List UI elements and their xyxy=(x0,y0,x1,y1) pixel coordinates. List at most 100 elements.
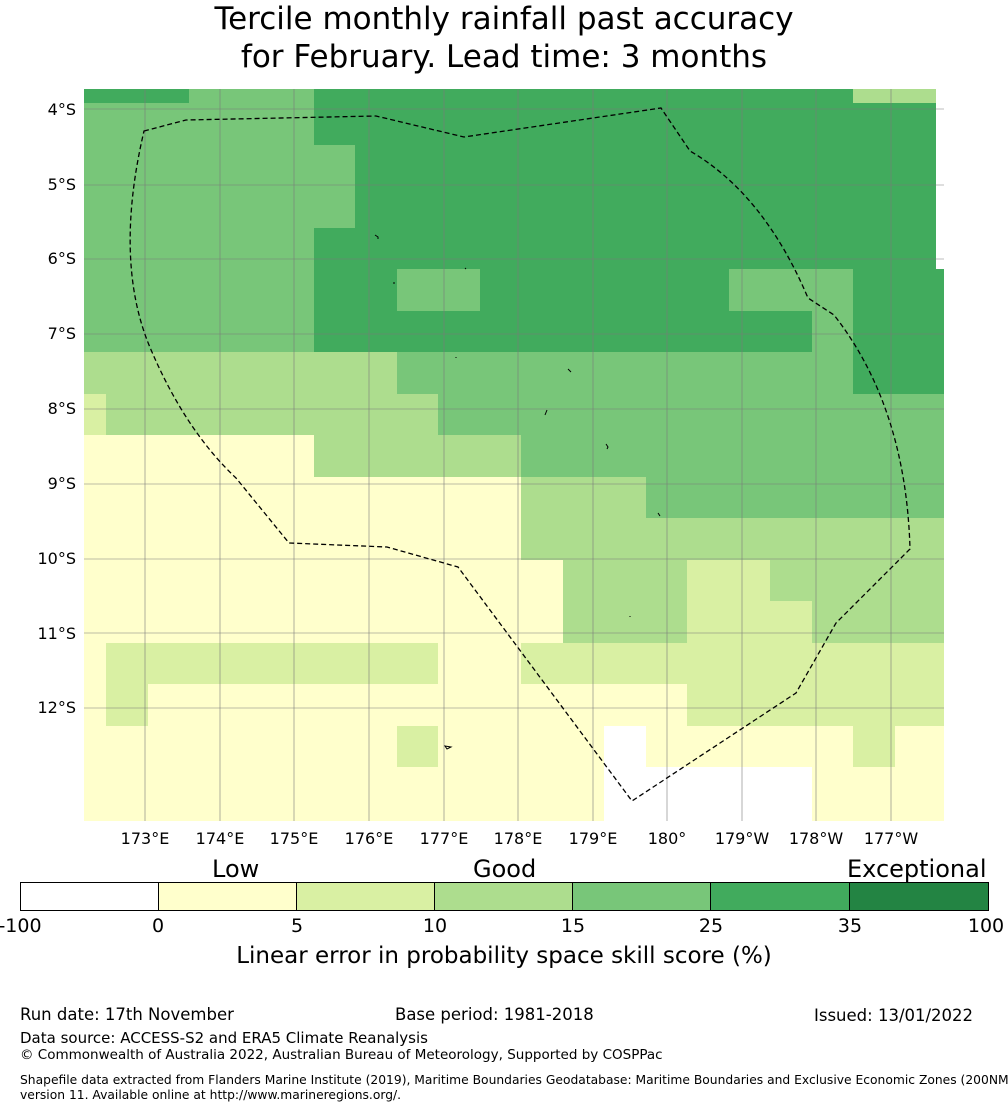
grid-cell xyxy=(521,477,563,518)
grid-cell xyxy=(189,311,231,352)
grid-cell xyxy=(397,311,438,352)
grid-cell xyxy=(438,560,480,601)
grid-cell xyxy=(812,89,853,103)
grid-cell xyxy=(148,89,189,103)
grid-cell xyxy=(687,394,729,435)
lat-label: 9°S xyxy=(47,474,76,493)
grid-cell xyxy=(397,352,438,394)
grid-cell xyxy=(106,394,148,435)
grid-cell xyxy=(397,684,438,726)
grid-cell xyxy=(148,809,189,821)
grid-cell xyxy=(812,394,853,435)
grid-cell xyxy=(397,435,438,477)
grid-cell xyxy=(729,145,770,186)
grid-cell xyxy=(438,643,480,684)
grid-cell xyxy=(397,477,438,518)
grid-cell xyxy=(521,767,563,809)
grid-cell xyxy=(729,767,770,809)
grid-cell xyxy=(895,684,936,726)
grid-cell xyxy=(895,560,936,601)
grid-cell xyxy=(895,89,936,103)
grid-cell xyxy=(231,726,272,767)
grid-cell xyxy=(812,477,853,518)
grid-cell xyxy=(355,767,397,809)
grid-cell xyxy=(438,89,480,103)
grid-cell xyxy=(148,145,189,186)
grid-cell xyxy=(770,352,812,394)
grid-cell xyxy=(687,435,729,477)
grid-cell xyxy=(480,311,521,352)
grid-cell xyxy=(272,89,314,103)
grid-cell xyxy=(148,186,189,228)
grid-cell xyxy=(687,684,729,726)
grid-cell xyxy=(812,352,853,394)
grid-cell xyxy=(729,89,770,103)
grid-cell xyxy=(438,311,480,352)
grid-cell xyxy=(438,601,480,643)
lon-label: 174°E xyxy=(195,829,245,848)
lon-label: 180° xyxy=(647,829,687,848)
grid-cell xyxy=(189,352,231,394)
colorbar-segment xyxy=(434,882,573,911)
grid-cell xyxy=(936,684,944,726)
shapefile-credit-line-1: Shapefile data extracted from Flanders M… xyxy=(20,1073,1008,1087)
lat-label: 10°S xyxy=(37,549,76,568)
grid-cell xyxy=(563,228,604,269)
grid-cell xyxy=(687,518,729,560)
grid-cell xyxy=(770,186,812,228)
grid-cell xyxy=(853,186,895,228)
grid-cell xyxy=(521,560,563,601)
grid-cell xyxy=(314,394,355,435)
grid-cell xyxy=(521,394,563,435)
grid-cell xyxy=(231,684,272,726)
grid-cell xyxy=(438,186,480,228)
grid-cell xyxy=(895,145,936,186)
grid-cell xyxy=(646,352,687,394)
lat-label: 7°S xyxy=(47,324,76,343)
island xyxy=(605,443,609,450)
grid-cell xyxy=(604,809,646,821)
grid-cell xyxy=(563,352,604,394)
grid-cell xyxy=(604,560,646,601)
grid-cell xyxy=(355,477,397,518)
grid-cell xyxy=(770,601,812,643)
grid-cell xyxy=(521,601,563,643)
grid-cell xyxy=(106,228,148,269)
grid-cell xyxy=(853,269,895,311)
lon-label: 175°E xyxy=(269,829,319,848)
grid-cell xyxy=(563,726,604,767)
grid-cell xyxy=(189,145,231,186)
grid-cell xyxy=(770,560,812,601)
lat-label: 5°S xyxy=(47,175,76,194)
lon-label: 178°W xyxy=(788,829,844,848)
grid-cell xyxy=(853,726,895,767)
grid-cell xyxy=(397,394,438,435)
skill-map xyxy=(84,89,944,821)
grid-cell xyxy=(646,394,687,435)
colorbar-segment xyxy=(710,882,850,911)
grid-cell xyxy=(355,145,397,186)
grid-cell xyxy=(355,269,397,311)
run-date: Run date: 17th November xyxy=(20,1005,234,1024)
grid-cell xyxy=(812,103,853,145)
grid-cell xyxy=(148,767,189,809)
grid-cell xyxy=(272,518,314,560)
grid-cell xyxy=(853,311,895,352)
grid-cell xyxy=(355,186,397,228)
grid-cell xyxy=(521,311,563,352)
grid-cell xyxy=(480,560,521,601)
grid-cell xyxy=(84,394,106,435)
grid-cell xyxy=(84,103,106,145)
grid-cell xyxy=(106,311,148,352)
grid-cell xyxy=(687,145,729,186)
grid-cell xyxy=(604,684,646,726)
grid-cell xyxy=(563,809,604,821)
grid-cell xyxy=(189,601,231,643)
grid-cell xyxy=(812,767,853,809)
grid-cell xyxy=(272,601,314,643)
grid-cell xyxy=(148,684,189,726)
grid-cell xyxy=(770,726,812,767)
grid-cell xyxy=(189,767,231,809)
grid-cell xyxy=(438,228,480,269)
grid-cell xyxy=(231,89,272,103)
